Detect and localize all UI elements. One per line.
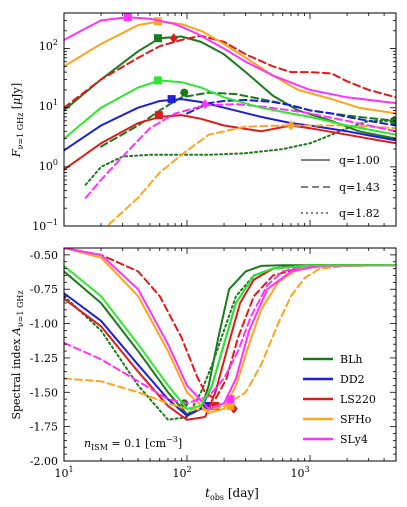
top-ytick-label-0: 10−1: [32, 218, 58, 233]
top-series-sly4-q100: [64, 16, 396, 105]
bottom-xtick-label-0: 101: [54, 465, 73, 480]
bottom-series-light-green-solid-9: [64, 264, 396, 410]
top-series-blh-q143: [100, 91, 396, 148]
top-series-dd2-q143: [186, 99, 396, 127]
bottom-frame: [63, 247, 397, 462]
bottom-ytick-label-3: -1.25: [30, 352, 58, 365]
bottom-xlabel: tobs [day]: [205, 486, 259, 502]
legend-blh-label: BLh: [340, 353, 362, 366]
top-marker-sfho-8: [286, 120, 295, 131]
legend-sfho-label: SFHo: [340, 413, 372, 426]
bottom-ytick-label-2: -1.00: [30, 318, 58, 331]
top-series-light-green-q100: [64, 79, 396, 140]
top-series-sfho-q143: [105, 124, 396, 226]
top-panel: 10−1 100 101 102 Fν=1 GHz [μJy] q=1.00 q…: [10, 12, 397, 233]
legend-dd2-label: DD2: [340, 373, 365, 386]
legend-q100-label: q=1.00: [339, 154, 380, 167]
bottom-ytick-label-0: -0.50: [30, 249, 58, 262]
top-marker-dd2-3: [167, 95, 176, 104]
density-annotation: nISM = 0.1 [cm−3]: [84, 435, 182, 452]
bottom-ytick-label-5: -1.75: [30, 421, 58, 434]
top-series-ls220-q143: [64, 34, 396, 109]
bottom-series-sfho-dashed-6: [64, 264, 396, 412]
top-marker-blh-0: [153, 34, 162, 43]
top-series-blh-q100: [64, 35, 396, 140]
bottom-series-sly4-solid-7: [64, 248, 396, 410]
top-ticks: [63, 12, 397, 227]
bottom-ytick-label-1: -0.75: [30, 283, 58, 296]
bottom-ticks: [63, 248, 397, 462]
top-marker-sly4-9: [123, 13, 132, 22]
top-series-sfho-q100: [64, 20, 396, 115]
bottom-ylabel: Spectral index Aν=1 GHz: [10, 290, 25, 419]
bottom-legend: BLh DD2 LS220 SFHo SLy4: [303, 353, 376, 446]
top-frame: [63, 12, 397, 227]
top-ytick-label-1: 100: [39, 158, 58, 173]
top-series-blh-q182: [84, 119, 396, 186]
top-series-ls220-q100: [64, 114, 396, 171]
legend-sly4-label: SLy4: [340, 433, 368, 446]
bottom-marker-sfho-5: [226, 402, 235, 411]
top-marker-ls220-6: [169, 33, 178, 44]
bottom-ytick-label-4: -1.50: [30, 386, 58, 399]
bottom-series-group: [64, 248, 396, 421]
top-marker-ls220-5: [154, 111, 163, 120]
top-series-group: [64, 13, 396, 226]
top-ytick-label-3: 102: [39, 38, 58, 53]
bottom-marker-sly4-7: [226, 395, 235, 404]
top-ytick-label-2: 101: [39, 98, 58, 113]
bottom-series-sfho-solid-5: [64, 248, 396, 414]
bottom-xtick-label-1: 102: [172, 465, 191, 480]
legend-q143-label: q=1.43: [339, 181, 380, 194]
bottom-xtick-label-2: 103: [290, 465, 309, 480]
bottom-series-ls220-dashed-4: [64, 248, 396, 401]
bottom-ytick-label-6: -2.00: [30, 455, 58, 468]
top-legend: q=1.00 q=1.43 q=1.82: [301, 154, 380, 220]
bottom-panel: -0.50 -0.75 -1.00 -1.25 -1.50 -1.75 -2.0…: [10, 247, 397, 502]
legend-q182-label: q=1.82: [339, 207, 380, 220]
bottom-series-blh-solid-0: [64, 264, 396, 416]
legend-ls220-label: LS220: [340, 393, 376, 406]
top-marker-blh-1: [180, 88, 189, 97]
top-series-sly4-q143: [84, 103, 396, 199]
top-marker-light-green-11: [153, 76, 162, 85]
top-ylabel: Fν=1 GHz [μJy]: [10, 83, 25, 158]
top-marker-sly4-10: [200, 99, 209, 110]
top-marker-blh-2: [389, 116, 396, 125]
